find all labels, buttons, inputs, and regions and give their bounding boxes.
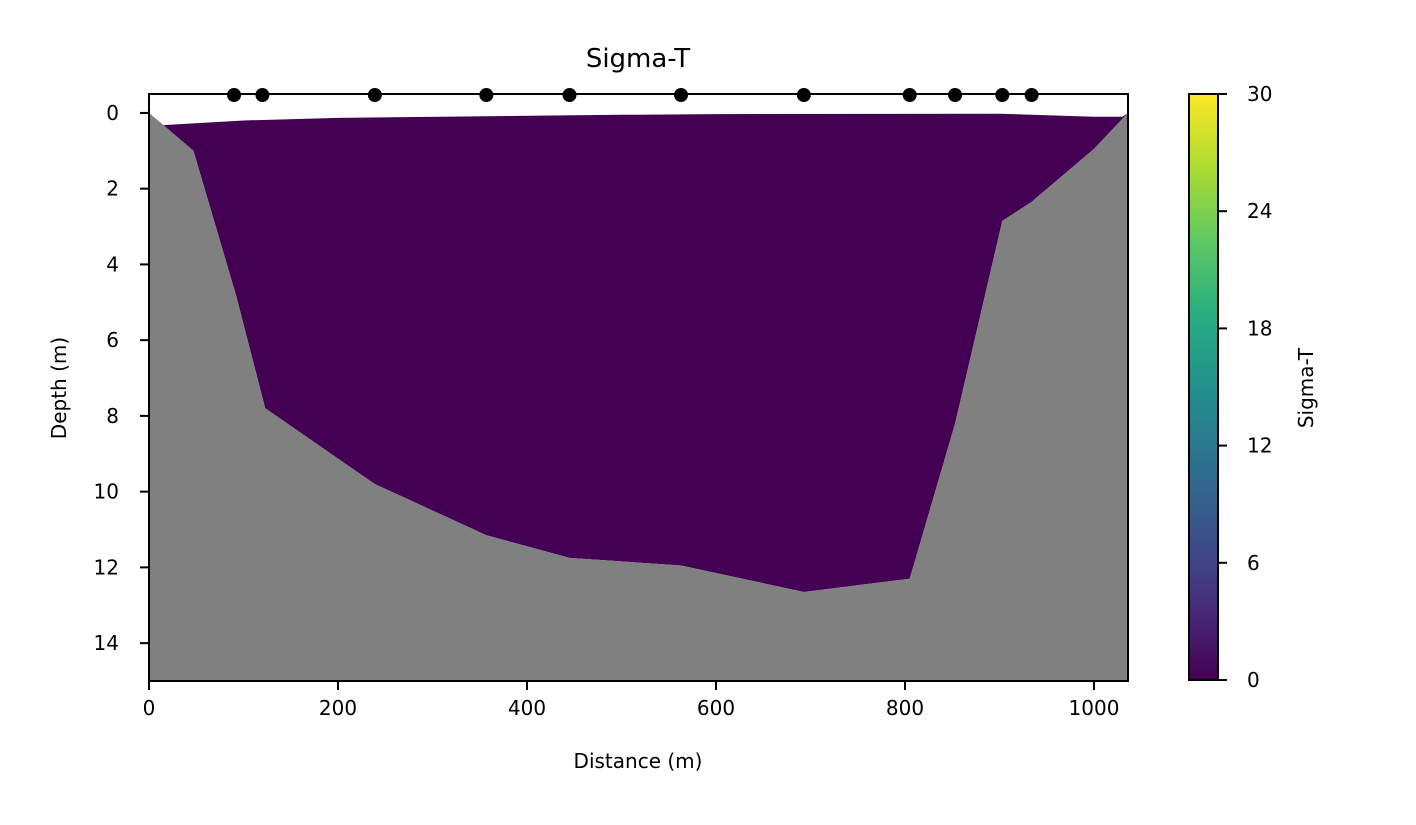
colorbar-gradient: [1188, 93, 1219, 681]
colorbar-tick-label: 30: [1247, 82, 1272, 106]
y-axis-label: Depth (m): [47, 337, 71, 439]
colorbar-tick-label: 18: [1247, 316, 1272, 340]
colorbar-label: Sigma-T: [1294, 347, 1318, 428]
x-tick-label: 800: [886, 696, 924, 720]
y-tick-label: 0: [106, 101, 119, 125]
x-tick-label: 1000: [1069, 696, 1120, 720]
y-tick-label: 4: [106, 252, 119, 276]
colorbar-tick-label: 12: [1247, 434, 1272, 458]
y-tick-label: 10: [94, 480, 119, 504]
y-tick-label: 2: [106, 177, 119, 201]
y-axis-ticks: 0 2 4 6 8 10 12 14: [94, 101, 149, 655]
y-tick-label: 6: [106, 328, 119, 352]
x-tick-label: 0: [143, 696, 156, 720]
y-tick-label: 12: [94, 555, 119, 579]
colorbar-tick-label: 6: [1247, 551, 1260, 575]
colorbar: 0 6 12 18 24 30 Sigma-T: [1188, 82, 1318, 692]
colorbar-tick-label: 24: [1247, 199, 1272, 223]
x-tick-label: 200: [319, 696, 357, 720]
x-tick-label: 600: [697, 696, 735, 720]
x-axis-label: Distance (m): [574, 749, 703, 773]
y-tick-label: 8: [106, 404, 119, 428]
water-column-fill: [149, 112, 1128, 593]
plot-frame: [148, 93, 1129, 682]
y-tick-label: 14: [94, 631, 119, 655]
colorbar-tick-label: 0: [1247, 668, 1260, 692]
seabed-fill: [149, 112, 1128, 681]
chart-title: Sigma-T: [586, 44, 690, 74]
plot-area: [149, 94, 1128, 681]
x-tick-label: 400: [508, 696, 546, 720]
x-axis-ticks: 0 200 400 600 800 1000: [143, 681, 1120, 720]
colorbar-ticks: 0 6 12 18 24 30: [1218, 82, 1272, 692]
